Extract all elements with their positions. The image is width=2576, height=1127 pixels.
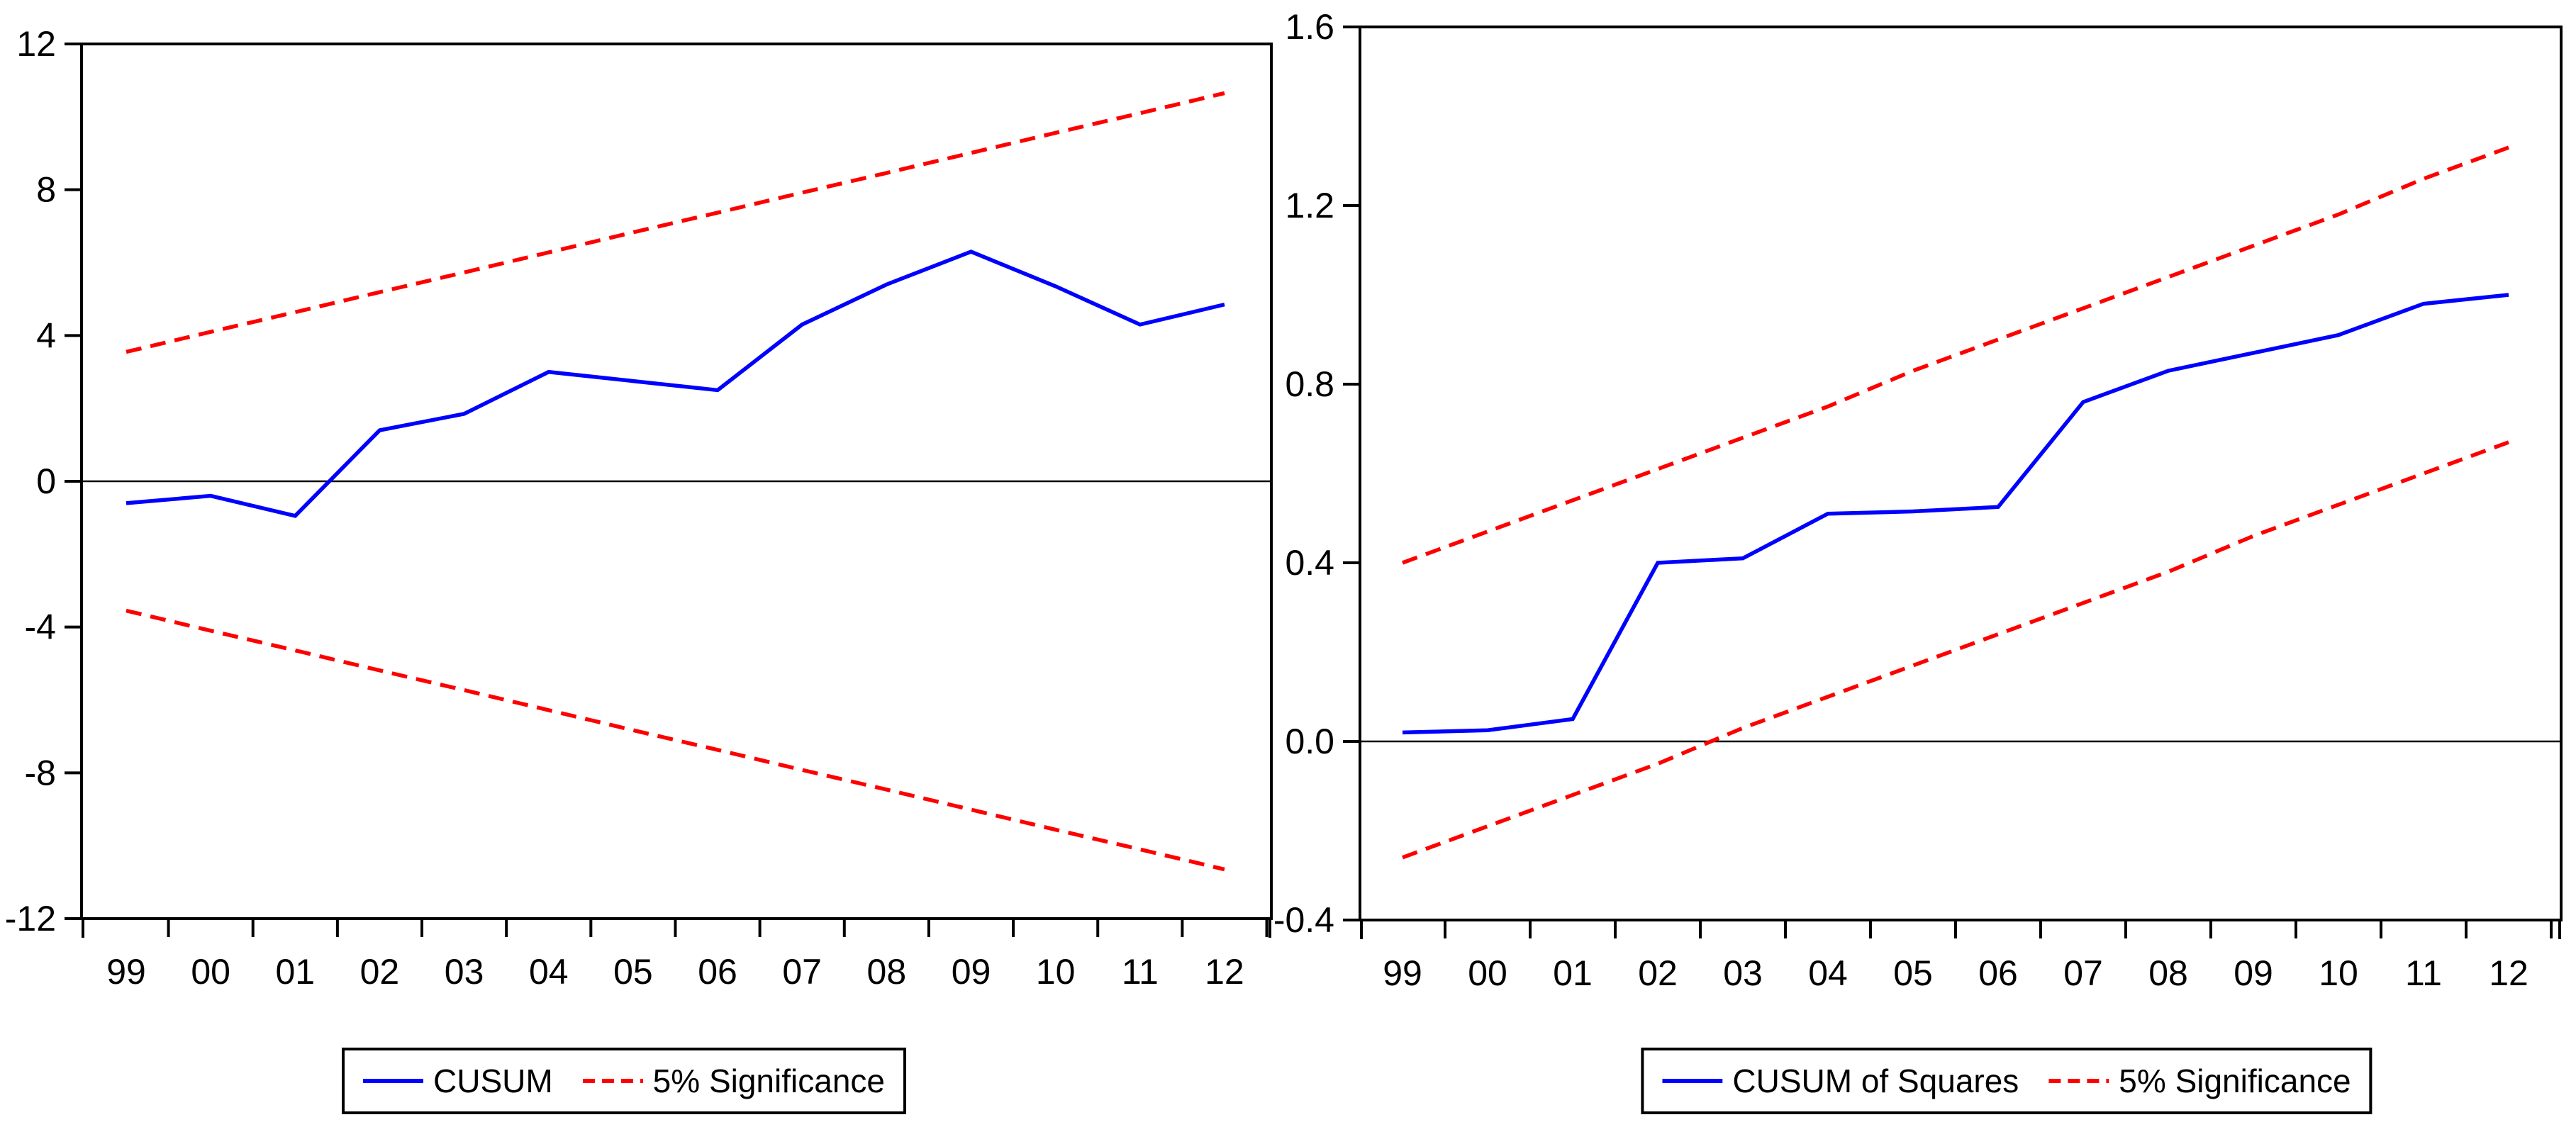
x-tick-label: 10 <box>2319 953 2358 993</box>
legend-entry: CUSUM of Squares <box>1662 1062 2019 1100</box>
y-tick-label: 4 <box>36 315 56 355</box>
x-tick-label: 06 <box>698 952 737 992</box>
x-tick-label: 03 <box>1723 953 1763 993</box>
x-tick-label: 12 <box>1205 952 1244 992</box>
y-tick-label: 1.6 <box>1285 7 1334 47</box>
x-tick-label: 08 <box>867 952 907 992</box>
x-tick-label: 05 <box>1893 953 1933 993</box>
y-tick-label: -12 <box>5 899 56 938</box>
cusumsq-legend: CUSUM of Squares 5% Significance <box>1641 1048 2373 1114</box>
y-tick-label: -8 <box>25 753 56 792</box>
x-tick-label: 99 <box>106 952 146 992</box>
y-tick-label: -4 <box>25 607 56 647</box>
x-tick-label: 02 <box>360 952 400 992</box>
plot-border <box>1359 26 2563 921</box>
legend-entry: 5% Significance <box>582 1062 885 1100</box>
significance-upper-line <box>126 91 1225 354</box>
x-tick-label: 99 <box>1383 953 1422 993</box>
x-tick-label: 04 <box>529 952 569 992</box>
x-tick-label: 00 <box>191 952 230 992</box>
legend-entry: CUSUM <box>363 1062 553 1100</box>
y-tick-label: 0.8 <box>1285 364 1334 404</box>
cusum-line <box>126 249 1225 518</box>
legend-label: CUSUM <box>433 1062 553 1099</box>
cusum-of-squares-line <box>1402 293 2509 735</box>
x-tick-label: 11 <box>1122 952 1159 992</box>
x-tick-label: 07 <box>2063 953 2103 993</box>
x-tick-label: 01 <box>1553 953 1593 993</box>
x-tick-label: 04 <box>1808 953 1848 993</box>
significance-lower-line <box>126 608 1225 872</box>
x-tick-label: 03 <box>445 952 484 992</box>
x-tick-label: 08 <box>2148 953 2188 993</box>
legend-entry: 5% Significance <box>2048 1062 2351 1100</box>
significance-lower-line <box>1402 440 2509 860</box>
x-tick-label: 05 <box>613 952 653 992</box>
y-tick-label: 12 <box>16 24 56 64</box>
significance-line-sample-icon <box>2048 1079 2109 1083</box>
x-tick-label: 02 <box>1638 953 1678 993</box>
x-tick-label: 09 <box>2234 953 2273 993</box>
significance-line-sample-icon <box>582 1079 643 1083</box>
x-tick-label: 10 <box>1036 952 1076 992</box>
x-tick-label: 07 <box>782 952 822 992</box>
x-tick-label: 12 <box>2489 953 2528 993</box>
y-tick-label: -0.4 <box>1273 900 1334 940</box>
significance-upper-line <box>1402 145 2509 565</box>
cusum-legend: CUSUM 5% Significance <box>342 1048 906 1114</box>
y-tick-label: 8 <box>36 170 56 210</box>
y-tick-label: 1.2 <box>1285 186 1334 225</box>
legend-label: 5% Significance <box>652 1062 885 1099</box>
x-tick-label: 00 <box>1468 953 1507 993</box>
x-tick-label: 09 <box>952 952 991 992</box>
y-tick-label: 0.4 <box>1285 543 1334 583</box>
x-tick-label: 06 <box>1978 953 2018 993</box>
legend-label: CUSUM of Squares <box>1732 1062 2019 1099</box>
x-tick-label: 11 <box>2405 953 2442 993</box>
cusum-of-squares-line-sample-icon <box>1662 1079 1723 1083</box>
x-tick-label: 01 <box>275 952 315 992</box>
y-tick-label: 0 <box>36 461 56 501</box>
cusum-line-sample-icon <box>363 1079 424 1083</box>
legend-label: 5% Significance <box>2119 1062 2351 1099</box>
y-tick-label: 0.0 <box>1285 722 1334 761</box>
